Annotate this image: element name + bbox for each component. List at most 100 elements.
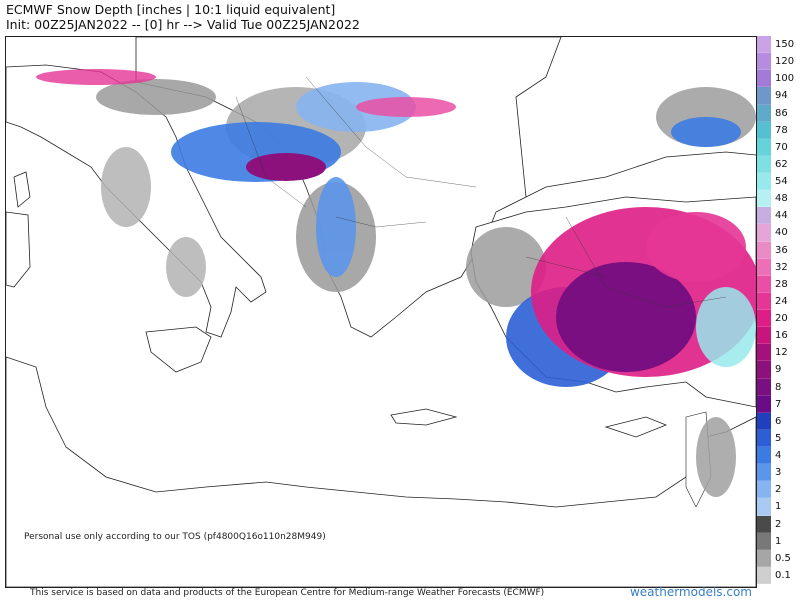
legend-entry: 120: [757, 53, 799, 71]
legend-entry: 54: [757, 173, 799, 191]
legend-label: 12: [775, 347, 788, 359]
legend-label: 86: [775, 107, 788, 119]
legend-swatch: [757, 224, 771, 242]
legend-swatch: [757, 549, 771, 567]
legend-label: 120: [775, 56, 795, 68]
legend-swatch: [757, 429, 771, 447]
legend-label: 9: [775, 364, 782, 376]
legend-label: 62: [775, 158, 788, 170]
legend-label: 0.1: [775, 569, 791, 581]
legend-entry: 48: [757, 190, 799, 208]
legend-entry: 78: [757, 121, 799, 139]
legend-label: 36: [775, 244, 788, 256]
legend-swatch: [757, 258, 771, 276]
legend-label: 54: [775, 176, 788, 188]
legend-label: 150: [775, 39, 795, 51]
country-borders: [235, 76, 727, 308]
legend-label: 2: [775, 518, 782, 530]
legend-swatch: [757, 292, 771, 310]
legend-swatch: [757, 378, 771, 396]
legend-entry: 20: [757, 310, 799, 328]
legend-swatch: [757, 53, 771, 71]
legend-swatch: [757, 207, 771, 225]
legend-entry: 5: [757, 429, 799, 447]
legend-swatch: [757, 104, 771, 122]
legend-entry: 0.1: [757, 566, 799, 584]
legend-entry: 70: [757, 138, 799, 156]
legend-entry: 2: [757, 481, 799, 499]
snow-depth-map: [5, 36, 757, 588]
legend-entry: 6: [757, 412, 799, 430]
legend-label: 3: [775, 467, 782, 479]
legend-label: 78: [775, 124, 788, 136]
legend-swatch: [757, 532, 771, 550]
legend-label: 94: [775, 90, 788, 102]
legend-entry: 40: [757, 224, 799, 242]
legend-swatch: [757, 566, 771, 584]
legend-entry: 100: [757, 70, 799, 88]
legend-swatch: [757, 395, 771, 413]
legend-swatch: [757, 173, 771, 191]
legend-label: 8: [775, 381, 782, 393]
legend-swatch: [757, 190, 771, 208]
legend-entry: 86: [757, 104, 799, 122]
legend-label: 6: [775, 415, 782, 427]
legend-label: 0.5: [775, 552, 791, 564]
legend-swatch: [757, 87, 771, 105]
black-sea-coast: [525, 151, 756, 198]
legend-entry: 36: [757, 241, 799, 259]
legend-label: 44: [775, 210, 788, 222]
map-subtitle: Init: 00Z25JAN2022 -- [0] hr --> Valid T…: [6, 17, 360, 32]
legend-swatch: [757, 70, 771, 88]
legend-label: 20: [775, 313, 788, 325]
legend-entry: 12: [757, 344, 799, 362]
legend-label: 1: [775, 501, 782, 513]
legend-entry: 0.5: [757, 549, 799, 567]
legend-swatch: [757, 138, 771, 156]
legend-swatch: [757, 481, 771, 499]
legend-entry: 1: [757, 498, 799, 516]
legend-entry: 9: [757, 361, 799, 379]
legend-swatch: [757, 361, 771, 379]
legend-swatch: [757, 464, 771, 482]
legend-entry: 32: [757, 258, 799, 276]
legend-label: 5: [775, 432, 782, 444]
legend-entry: 24: [757, 292, 799, 310]
brand-link[interactable]: weathermodels.com: [629, 585, 752, 599]
legend-swatch: [757, 447, 771, 465]
legend-swatch: [757, 155, 771, 173]
legend-label: 2: [775, 484, 782, 496]
legend-swatch: [757, 310, 771, 328]
legend-entry: 2: [757, 515, 799, 533]
crete-land: [390, 408, 458, 426]
legend-swatch: [757, 412, 771, 430]
map-title: ECMWF Snow Depth [inches | 10:1 liquid e…: [6, 2, 336, 17]
legend-swatch: [757, 275, 771, 293]
legend-swatch: [757, 241, 771, 259]
snow-depth-legend: 150 120 100 94 86 78 70 62 54 48 44 40 36 32 28 24 20 16 1…: [757, 36, 799, 584]
legend-label: 32: [775, 261, 788, 273]
legend-entry: 1: [757, 532, 799, 550]
north-africa-land: [6, 356, 756, 587]
legend-label: 1: [775, 535, 782, 547]
legend-entry: 4: [757, 447, 799, 465]
legend-label: 70: [775, 141, 788, 153]
legend-swatch: [757, 327, 771, 345]
legend-entry: 7: [757, 395, 799, 413]
legend-swatch: [757, 121, 771, 139]
legend-entry: 62: [757, 155, 799, 173]
legend-label: 48: [775, 193, 788, 205]
legend-entry: 3: [757, 464, 799, 482]
ecmwf-attribution: This service is based on data and produc…: [30, 588, 545, 598]
tos-disclaimer: Personal use only according to our TOS (…: [24, 532, 326, 542]
map-canvas: [6, 37, 756, 587]
legend-swatch: [757, 498, 771, 516]
cyprus-land: [604, 416, 668, 438]
legend-swatch: [757, 515, 771, 533]
sicily-land: [145, 326, 212, 373]
legend-label: 100: [775, 73, 795, 85]
legend-swatch: [757, 344, 771, 362]
map-header: ECMWF Snow Depth [inches | 10:1 liquid e…: [6, 2, 746, 32]
legend-entry: 150: [757, 36, 799, 54]
legend-entry: 16: [757, 327, 799, 345]
